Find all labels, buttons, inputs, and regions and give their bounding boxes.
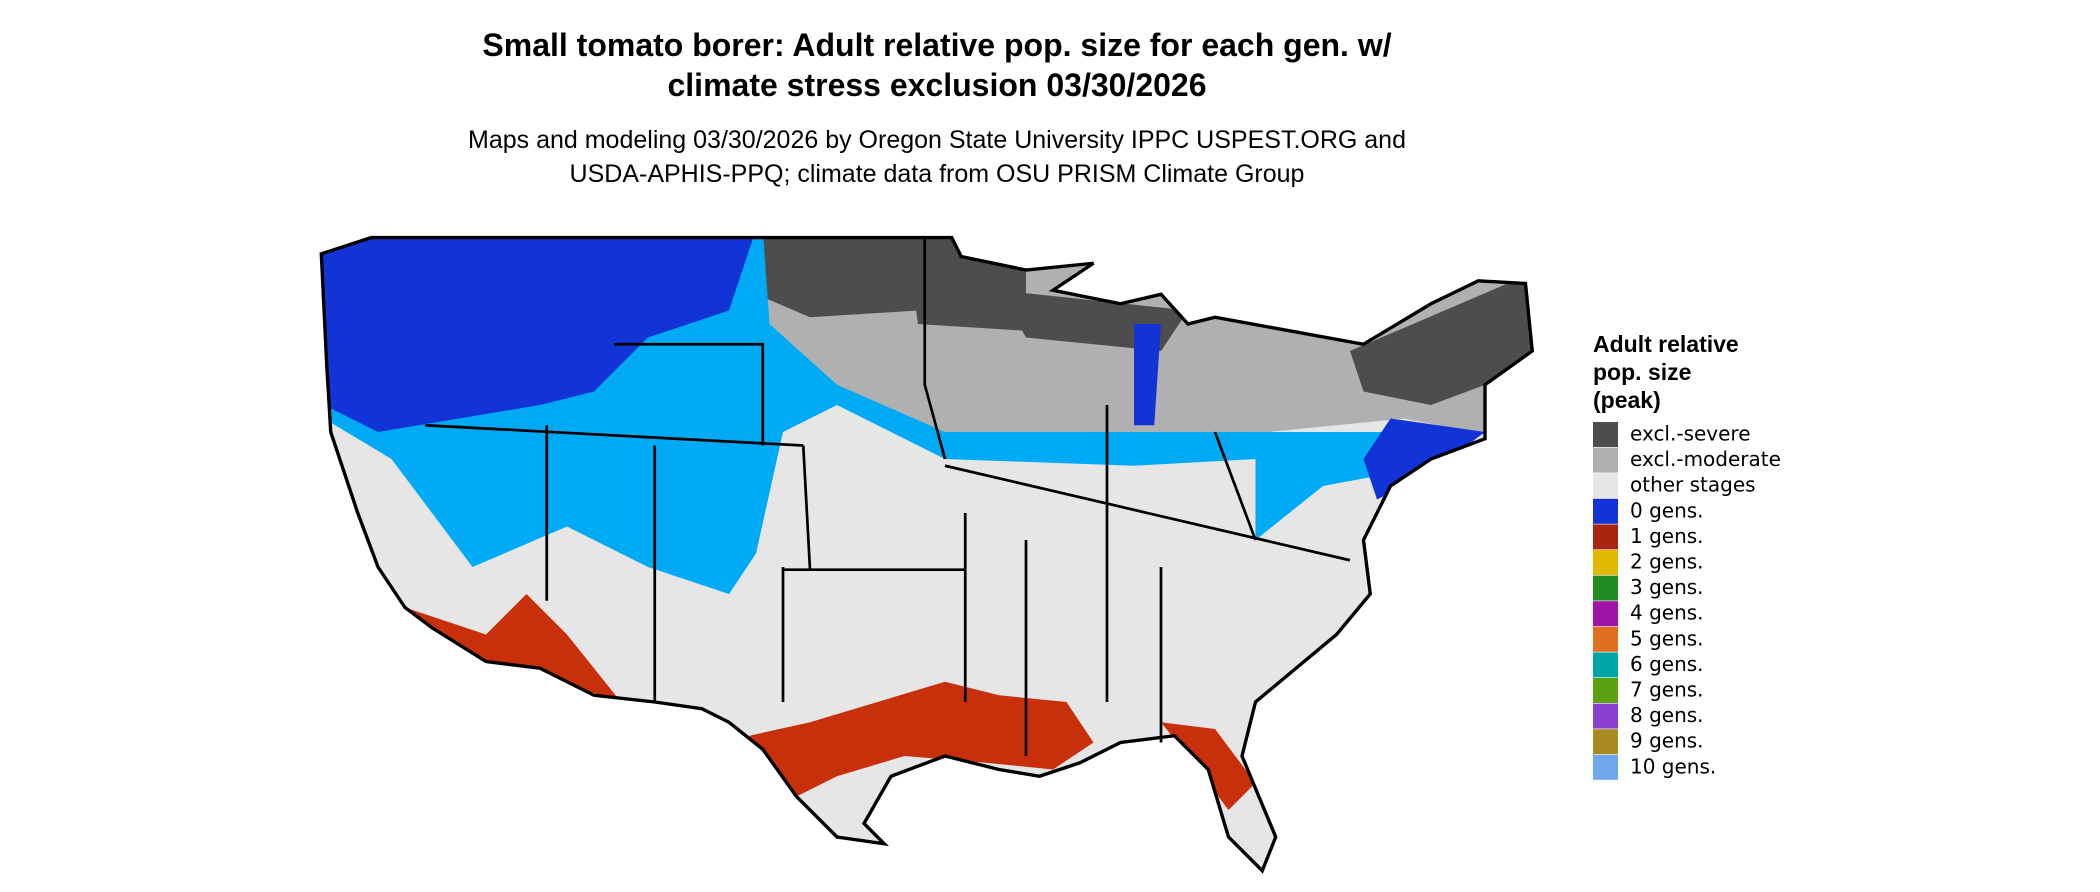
legend-label: 4 gens. xyxy=(1630,601,1704,625)
legend-swatch xyxy=(1593,729,1618,755)
legend-label: 7 gens. xyxy=(1630,678,1704,702)
legend-swatch xyxy=(1593,498,1618,524)
legend-label: 6 gens. xyxy=(1630,652,1704,676)
legend-label: excl.-moderate xyxy=(1630,447,1781,471)
legend-swatch xyxy=(1593,524,1618,550)
legend-title: pop. size xyxy=(1593,359,1691,385)
legend-label: other stages xyxy=(1630,473,1756,497)
legend-swatch xyxy=(1593,754,1618,780)
legend-swatch xyxy=(1593,473,1618,499)
legend-label: 5 gens. xyxy=(1630,626,1704,650)
legend-swatch xyxy=(1593,626,1618,652)
legend-label: 1 gens. xyxy=(1630,524,1704,548)
legend-label: 2 gens. xyxy=(1630,550,1704,574)
map xyxy=(319,235,1534,873)
map-fill xyxy=(321,237,1533,871)
legend-label: 0 gens. xyxy=(1630,498,1704,522)
legend-label: 3 gens. xyxy=(1630,575,1704,599)
legend-swatch xyxy=(1593,652,1618,678)
legend-label: 10 gens. xyxy=(1630,754,1716,778)
subtitle: USDA-APHIS-PPQ; climate data from OSU PR… xyxy=(570,160,1305,188)
legend-swatch xyxy=(1593,550,1618,575)
title: Small tomato borer: Adult relative pop. … xyxy=(482,27,1391,63)
legend-title: (peak) xyxy=(1593,387,1661,413)
legend-swatch xyxy=(1593,447,1618,473)
legend-swatch xyxy=(1593,575,1618,601)
subtitle: Maps and modeling 03/30/2026 by Oregon S… xyxy=(468,126,1406,154)
legend-label: excl.-severe xyxy=(1630,422,1751,446)
legend-swatch xyxy=(1593,601,1618,627)
legend-swatch xyxy=(1593,422,1618,447)
legend-swatch xyxy=(1593,703,1618,729)
titles: Small tomato borer: Adult relative pop. … xyxy=(468,27,1406,188)
legend-label: 9 gens. xyxy=(1630,729,1704,753)
legend-title: Adult relative xyxy=(1593,331,1739,357)
title: climate stress exclusion 03/30/2026 xyxy=(667,67,1206,103)
legend-swatch xyxy=(1593,678,1618,703)
legend-label: 8 gens. xyxy=(1630,703,1704,727)
